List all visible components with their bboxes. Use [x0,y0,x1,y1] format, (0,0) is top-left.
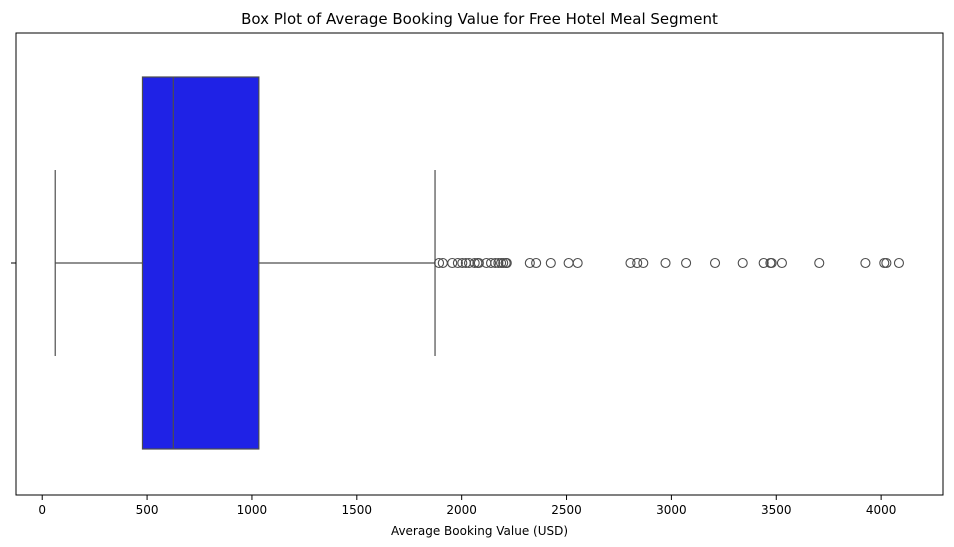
outlier-point [452,257,463,269]
x-tick-label: 1500 [342,503,373,517]
plot-frame [15,32,944,496]
outlier-point [766,257,777,269]
outlier-point [660,257,671,269]
outlier-point [737,257,748,269]
outlier-point [433,257,445,269]
x-tick-label: 2000 [446,503,477,517]
outlier-point [879,257,890,269]
outlier-point [447,257,458,269]
outlier-point [563,257,574,269]
outlier-point [893,257,905,269]
outlier-point [463,257,475,269]
outlier-point [681,257,692,269]
outlier-point [709,257,721,269]
outlier-point [501,257,512,269]
outlier-point [524,257,535,269]
outlier-point [485,257,497,269]
outlier-point [545,257,556,269]
x-tick-label: 500 [136,503,159,517]
x-tick-label: 1000 [237,503,268,517]
outlier-point [625,257,636,269]
outlier-point [860,257,871,269]
outlier-point [758,257,769,269]
outlier-point [469,257,480,269]
outlier-point [490,257,501,269]
x-axis-label: Average Booking Value (USD) [391,524,568,538]
outlier-point [473,257,484,269]
x-tick-label: 2500 [551,503,582,517]
interquartile-box [141,76,260,450]
x-tick-label: 3000 [656,503,687,517]
outlier-point [632,257,643,269]
outlier-point [814,257,825,269]
outlier-point [457,257,468,269]
outlier-point [498,257,509,269]
outlier-point [776,257,787,269]
chart-title: Box Plot of Average Booking Value for Fr… [241,10,718,28]
plot-area [54,76,905,450]
outlier-point [531,257,542,269]
outlier-point [572,257,583,269]
x-axis: 0 500 1000 1500 2000 2500 3000 3500 4000 [38,495,896,517]
x-tick-label: 3500 [761,503,792,517]
x-tick-label: 0 [38,503,46,517]
x-tick-label: 4000 [866,503,897,517]
outlier-point [881,257,892,269]
outlier-point [638,257,649,269]
outlier-point [493,257,504,269]
